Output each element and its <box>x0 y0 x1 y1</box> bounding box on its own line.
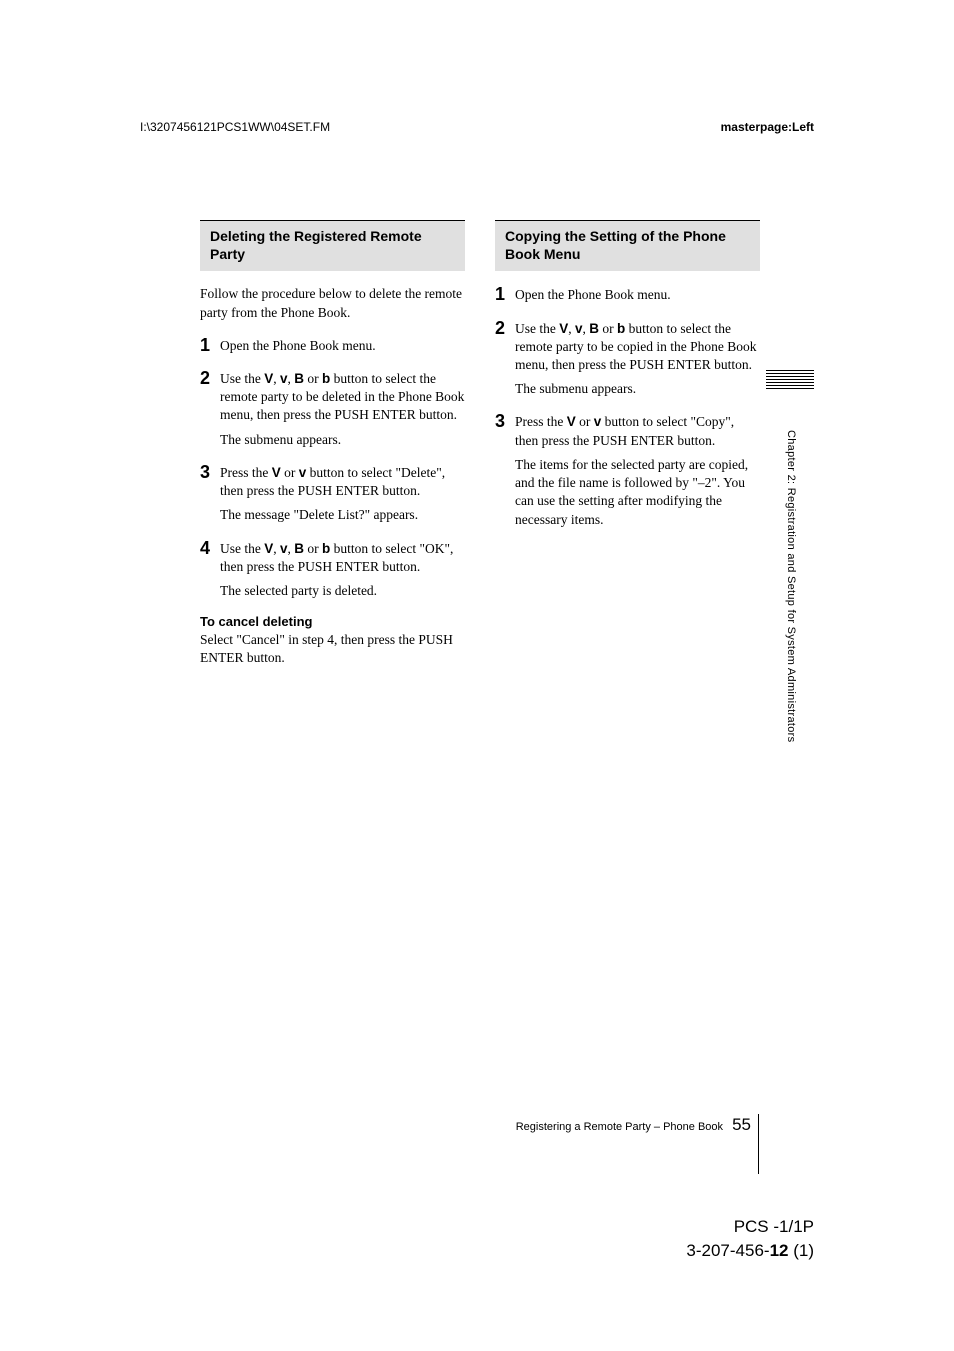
header-filepath: I:\3207456121PCS1WW\04SET.FM <box>140 120 330 134</box>
arrow-down-icon: v <box>594 414 602 429</box>
arrow-up-icon: V <box>559 321 568 336</box>
left-step: 1 Open the Phone Book menu. <box>200 336 465 355</box>
left-section-heading: Deleting the Registered Remote Party <box>200 220 465 271</box>
arrow-right-icon: b <box>617 321 625 336</box>
step-text: The submenu appears. <box>220 431 465 449</box>
step-number: 2 <box>200 369 220 449</box>
footer-code-line2: 3-207-456-12 (1) <box>686 1239 814 1263</box>
step-text: Use the V, v, B or b button to select "O… <box>220 540 465 576</box>
cancel-body: Select "Cancel" in step 4, then press th… <box>200 631 465 667</box>
step-text: Use the V, v, B or b button to select th… <box>515 320 760 375</box>
left-step: 4 Use the V, v, B or b button to select … <box>200 539 465 601</box>
arrow-down-icon: v <box>280 541 288 556</box>
step-number: 1 <box>200 336 220 355</box>
right-step: 3 Press the V or v button to select "Cop… <box>495 412 760 528</box>
step-text: Open the Phone Book menu. <box>220 337 465 355</box>
step-body: Use the V, v, B or b button to select th… <box>220 369 465 449</box>
step-text: The items for the selected party are cop… <box>515 456 760 529</box>
step-body: Open the Phone Book menu. <box>220 336 465 355</box>
step-body: Use the V, v, B or b button to select th… <box>515 319 760 399</box>
step-number: 4 <box>200 539 220 601</box>
right-column: Copying the Setting of the Phone Book Me… <box>495 220 760 668</box>
left-column: Deleting the Registered Remote Party Fol… <box>200 220 465 668</box>
left-step: 2 Use the V, v, B or b button to select … <box>200 369 465 449</box>
step-text: Use the V, v, B or b button to select th… <box>220 370 465 425</box>
arrow-right-icon: b <box>322 371 330 386</box>
step-number: 3 <box>495 412 515 528</box>
page-number: 55 <box>732 1115 751 1134</box>
step-text: The message "Delete List?" appears. <box>220 506 465 524</box>
content-area: Deleting the Registered Remote Party Fol… <box>200 220 760 668</box>
decorative-lines-icon <box>766 370 814 391</box>
arrow-down-icon: v <box>575 321 583 336</box>
step-text: Press the V or v button to select "Copy"… <box>515 413 760 449</box>
arrow-up-icon: V <box>567 414 576 429</box>
step-text: The submenu appears. <box>515 380 760 398</box>
step-body: Use the V, v, B or b button to select "O… <box>220 539 465 601</box>
header-masterpage: masterpage:Left <box>721 120 814 134</box>
arrow-up-icon: V <box>272 465 281 480</box>
chapter-sidebar-text: Chapter 2: Registration and Setup for Sy… <box>785 430 797 742</box>
footer-code-line1: PCS -1/1P <box>686 1215 814 1239</box>
step-text: Press the V or v button to select "Delet… <box>220 464 465 500</box>
arrow-down-icon: v <box>280 371 288 386</box>
footer-divider <box>758 1114 759 1174</box>
footer-codes: PCS -1/1P 3-207-456-12 (1) <box>686 1215 814 1263</box>
left-intro: Follow the procedure below to delete the… <box>200 285 465 321</box>
footer-title: Registering a Remote Party – Phone Book <box>516 1121 723 1133</box>
step-number: 1 <box>495 285 515 304</box>
arrow-left-icon: B <box>294 371 304 386</box>
arrow-up-icon: V <box>264 541 273 556</box>
right-section-heading: Copying the Setting of the Phone Book Me… <box>495 220 760 271</box>
step-number: 2 <box>495 319 515 399</box>
arrow-up-icon: V <box>264 371 273 386</box>
step-body: Open the Phone Book menu. <box>515 285 760 304</box>
arrow-left-icon: B <box>589 321 599 336</box>
step-body: Press the V or v button to select "Delet… <box>220 463 465 525</box>
arrow-down-icon: v <box>299 465 307 480</box>
right-step: 1 Open the Phone Book menu. <box>495 285 760 304</box>
arrow-left-icon: B <box>294 541 304 556</box>
step-number: 3 <box>200 463 220 525</box>
step-text: Open the Phone Book menu. <box>515 286 760 304</box>
step-body: Press the V or v button to select "Copy"… <box>515 412 760 528</box>
cancel-subheading: To cancel deleting <box>200 614 465 629</box>
running-footer: Registering a Remote Party – Phone Book … <box>516 1115 751 1135</box>
arrow-right-icon: b <box>322 541 330 556</box>
left-step: 3 Press the V or v button to select "Del… <box>200 463 465 525</box>
right-step: 2 Use the V, v, B or b button to select … <box>495 319 760 399</box>
step-text: The selected party is deleted. <box>220 582 465 600</box>
